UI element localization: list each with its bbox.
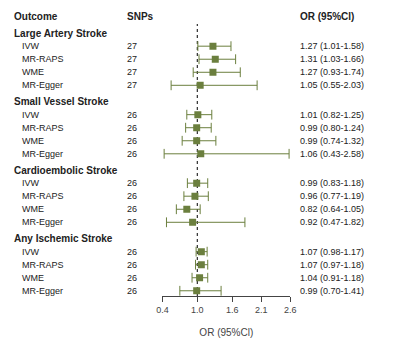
svg-text:27: 27 [127, 67, 137, 77]
svg-text:0.99 (0.70-1.41): 0.99 (0.70-1.41) [300, 286, 364, 296]
svg-text:OR (95%Cl): OR (95%Cl) [199, 327, 253, 338]
svg-text:SNPs: SNPs [127, 11, 154, 22]
svg-text:1.31 (1.03-1.66): 1.31 (1.03-1.66) [300, 54, 364, 64]
svg-text:MR-RAPS: MR-RAPS [22, 123, 64, 133]
svg-text:OR (95%Cl): OR (95%Cl) [300, 11, 354, 22]
svg-text:26: 26 [127, 273, 137, 283]
svg-text:26: 26 [127, 178, 137, 188]
svg-text:26: 26 [127, 191, 137, 201]
svg-text:IVW: IVW [22, 247, 40, 257]
svg-text:0.99 (0.74-1.32): 0.99 (0.74-1.32) [300, 136, 364, 146]
svg-text:26: 26 [127, 204, 137, 214]
svg-text:26: 26 [127, 247, 137, 257]
svg-text:Outcome: Outcome [14, 11, 58, 22]
svg-text:26: 26 [127, 217, 137, 227]
svg-text:Small Vessel Stroke: Small Vessel Stroke [14, 96, 109, 107]
svg-text:MR-RAPS: MR-RAPS [22, 54, 64, 64]
svg-text:Cardioembolic Stroke: Cardioembolic Stroke [14, 165, 118, 176]
svg-text:IVW: IVW [22, 110, 40, 120]
svg-text:2.6: 2.6 [284, 305, 297, 315]
svg-text:26: 26 [127, 110, 137, 120]
svg-text:IVW: IVW [22, 41, 40, 51]
svg-text:0.96 (0.77-1.19): 0.96 (0.77-1.19) [300, 191, 364, 201]
svg-text:IVW: IVW [22, 178, 40, 188]
svg-text:0.4: 0.4 [156, 305, 169, 315]
svg-text:MR-Egger: MR-Egger [22, 80, 63, 90]
svg-text:27: 27 [127, 41, 137, 51]
svg-text:1.6: 1.6 [226, 305, 239, 315]
svg-text:2.1: 2.1 [255, 305, 268, 315]
svg-text:26: 26 [127, 136, 137, 146]
svg-text:WME: WME [22, 136, 44, 146]
svg-text:MR-Egger: MR-Egger [22, 149, 63, 159]
svg-text:26: 26 [127, 123, 137, 133]
svg-text:1.05 (0.55-2.03): 1.05 (0.55-2.03) [300, 80, 364, 90]
svg-text:WME: WME [22, 273, 44, 283]
svg-text:0.92 (0.47-1.82): 0.92 (0.47-1.82) [300, 217, 364, 227]
svg-text:MR-RAPS: MR-RAPS [22, 191, 64, 201]
svg-text:0.99 (0.80-1.24): 0.99 (0.80-1.24) [300, 123, 364, 133]
svg-text:Any Ischemic Stroke: Any Ischemic Stroke [14, 233, 113, 244]
svg-text:1.0: 1.0 [191, 305, 204, 315]
svg-text:26: 26 [127, 260, 137, 270]
svg-text:MR-RAPS: MR-RAPS [22, 260, 64, 270]
svg-text:MR-Egger: MR-Egger [22, 217, 63, 227]
svg-text:26: 26 [127, 149, 137, 159]
svg-text:1.07 (0.98-1.17): 1.07 (0.98-1.17) [300, 247, 364, 257]
svg-text:1.01 (0.82-1.25): 1.01 (0.82-1.25) [300, 110, 364, 120]
svg-text:1.27 (1.01-1.58): 1.27 (1.01-1.58) [300, 41, 364, 51]
svg-text:0.82 (0.64-1.05): 0.82 (0.64-1.05) [300, 204, 364, 214]
svg-text:1.04 (0.91-1.18): 1.04 (0.91-1.18) [300, 273, 364, 283]
svg-text:WME: WME [22, 67, 44, 77]
svg-text:27: 27 [127, 80, 137, 90]
svg-text:27: 27 [127, 54, 137, 64]
svg-text:26: 26 [127, 286, 137, 296]
svg-text:1.07 (0.97-1.18): 1.07 (0.97-1.18) [300, 260, 364, 270]
svg-text:WME: WME [22, 204, 44, 214]
svg-text:1.06 (0.43-2.58): 1.06 (0.43-2.58) [300, 149, 364, 159]
svg-text:MR-Egger: MR-Egger [22, 286, 63, 296]
svg-text:1.27 (0.93-1.74): 1.27 (0.93-1.74) [300, 67, 364, 77]
svg-text:Large Artery Stroke: Large Artery Stroke [14, 28, 107, 39]
svg-text:0.99 (0.83-1.18): 0.99 (0.83-1.18) [300, 178, 364, 188]
